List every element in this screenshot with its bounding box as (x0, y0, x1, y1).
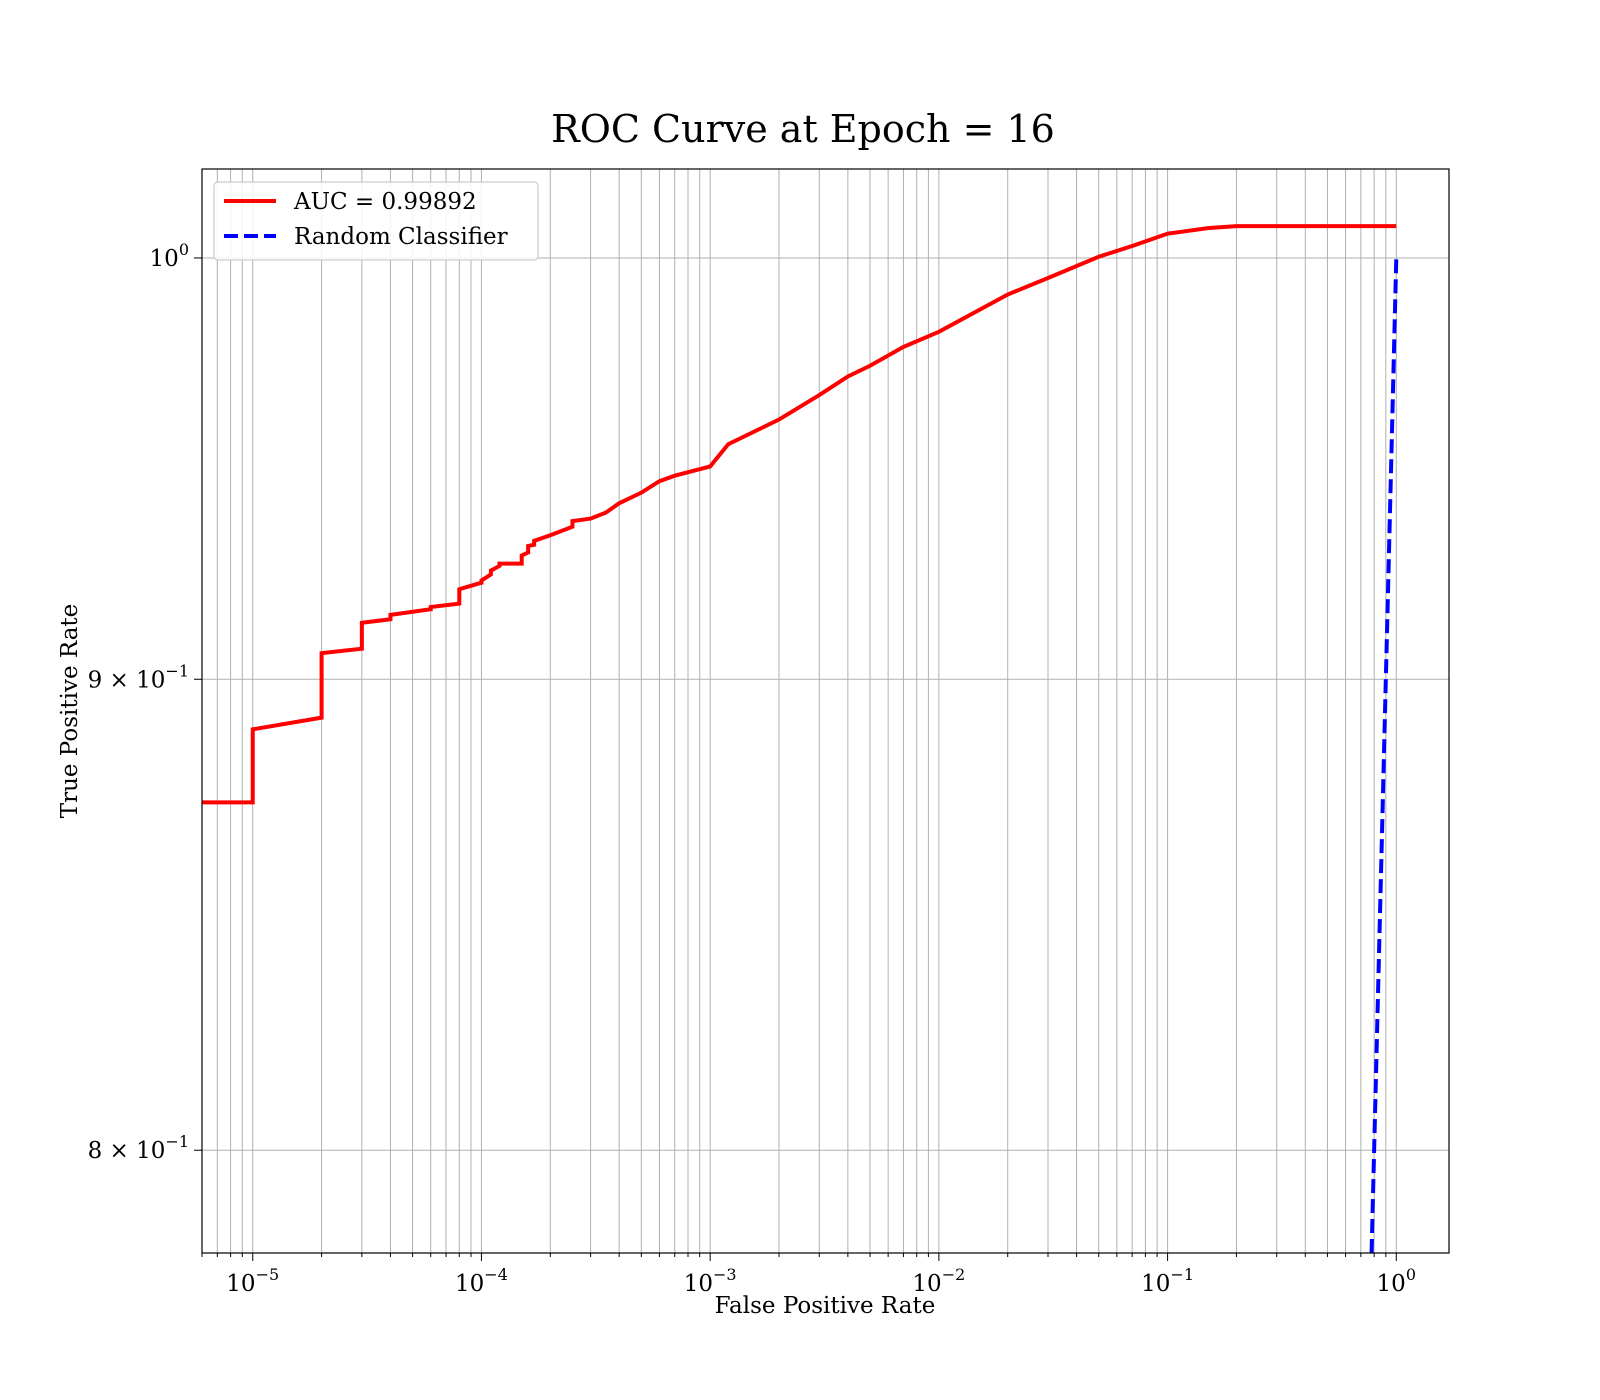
x-tick-label: 10−4 (455, 1265, 508, 1297)
x-tick-label: 100 (1377, 1265, 1416, 1297)
legend-label-auc: AUC = 0.99892 (293, 189, 477, 215)
x-axis-ticks: 10−5 10−4 10−3 10−2 10−1 100 (201, 1253, 1416, 1297)
plot-series (202, 224, 1399, 1253)
random-classifier-line (1369, 257, 1399, 1253)
legend-box (213, 181, 539, 261)
x-axis-label: False Positive Rate (715, 1293, 936, 1319)
roc-curve (202, 224, 1397, 805)
plot-frame (201, 168, 1450, 1254)
legend: AUC = 0.99892 Random Classifier (213, 181, 539, 261)
y-tick-label: 8 × 10−1 (88, 1132, 189, 1164)
y-tick-label: 9 × 10−1 (88, 661, 189, 693)
chart-title: ROC Curve at Epoch = 16 (551, 107, 1055, 151)
x-tick-label: 10−5 (226, 1265, 279, 1297)
grid-lines (201, 169, 1449, 1253)
x-tick-label: 10−1 (1141, 1265, 1194, 1297)
legend-label-random: Random Classifier (294, 224, 508, 250)
y-axis-ticks: 100 9 × 10−1 8 × 10−1 (88, 240, 202, 1164)
x-tick-label: 10−2 (912, 1265, 965, 1297)
y-tick-label: 100 (150, 240, 189, 272)
x-tick-label: 10−3 (684, 1265, 737, 1297)
y-axis-label: True Positive Rate (57, 604, 83, 819)
